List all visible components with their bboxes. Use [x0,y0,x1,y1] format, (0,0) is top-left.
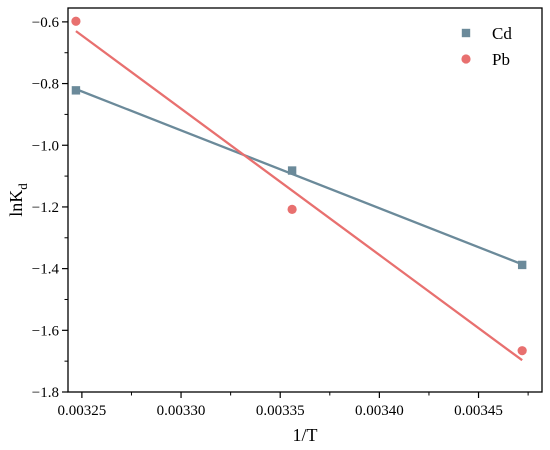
y-tick-label: −0.8 [32,77,59,93]
plot-frame [67,7,543,393]
data-point-cd [517,260,527,270]
fit-lines-layer [75,30,523,362]
ticks-layer: 0.00325 0.00330 0.00335 0.00340 0.00345 −1.8 −… [32,15,529,419]
legend-marker-cd [461,28,471,38]
data-point-cd [287,166,297,175]
legend: Cd Pb [461,24,512,69]
data-points-layer [71,16,527,356]
data-point-pb [517,346,527,356]
x-tick-label: 0.00330 [157,403,206,419]
y-axis-title: lnKd [6,183,30,217]
x-tick-label: 0.00335 [256,403,305,419]
y-tick-label: −0.6 [32,15,60,31]
fit-line-cd [75,88,523,266]
x-tick-label: 0.00345 [454,403,503,419]
y-tick-label: −1.8 [32,385,59,401]
data-point-cd [71,86,81,95]
legend-marker-pb [461,54,471,64]
y-axis-title-subscript: d [15,183,30,190]
legend-label-pb: Pb [492,50,510,69]
x-tick-label: 0.00325 [58,403,107,419]
fit-line-pb [75,30,523,362]
x-axis-title: 1/T [293,425,318,445]
y-tick-label: −1.0 [32,138,59,154]
data-point-pb [287,204,297,215]
legend-label-cd: Cd [492,24,512,43]
y-tick-label: −1.6 [32,323,60,339]
x-tick-label: 0.00340 [355,403,404,419]
data-point-pb [71,16,81,26]
y-tick-label: −1.2 [32,200,59,216]
y-axis-title-main: lnK [6,190,26,217]
y-tick-label: −1.4 [32,262,60,278]
